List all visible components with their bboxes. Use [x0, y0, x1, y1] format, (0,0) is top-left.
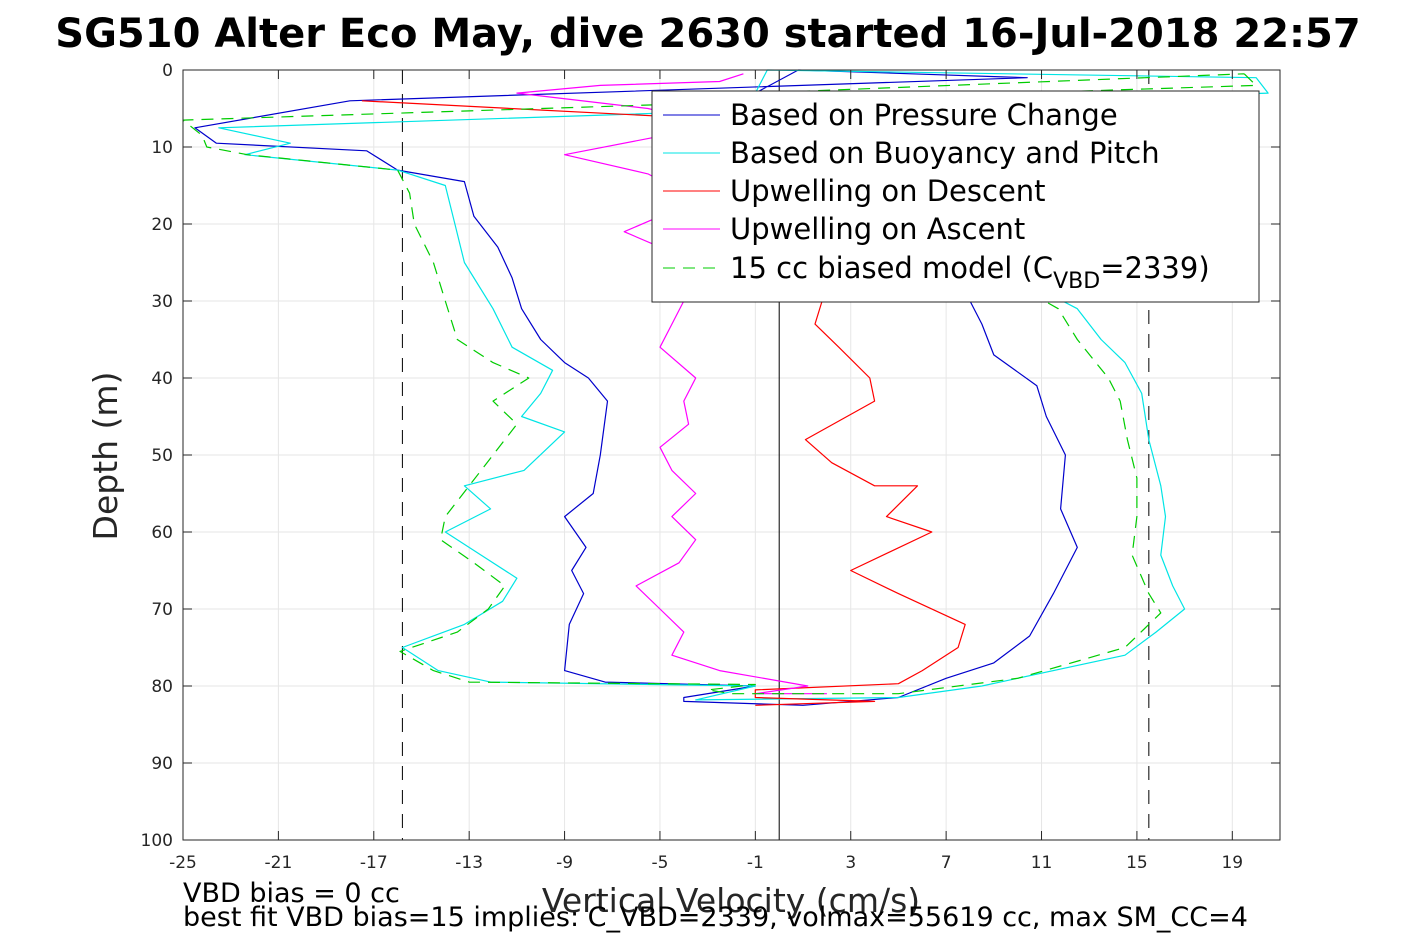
legend-label-biased-model: 15 cc biased model (CVBD=2339) [730, 251, 1210, 294]
footer-vbd-bias: VBD bias = 0 cc [183, 878, 400, 909]
legend-label-pressure-change: Based on Pressure Change [730, 98, 1118, 132]
series-line-based-on-pressure-change [194, 69, 1078, 706]
x-tick-label: -17 [360, 853, 388, 873]
x-axis-ticks: -25 -21 -17 -13 -9 -5 -1 3 7 11 15 19 [169, 70, 1243, 873]
legend-box [651, 90, 1260, 303]
legend-label-biased-model-prefix: 15 cc biased model (C [730, 251, 1053, 285]
legend-label-biased-model-suffix: =2339) [1100, 251, 1209, 285]
x-tick-label: 7 [941, 853, 952, 873]
x-tick-label: 15 [1126, 853, 1148, 873]
legend-label-upwelling-ascent: Upwelling on Ascent [730, 212, 1025, 246]
x-axis-label: Vertical Velocity (cm/s) [542, 881, 920, 920]
legend-label-biased-model-subscript: VBD [1053, 269, 1100, 294]
x-tick-label: -5 [651, 853, 668, 873]
series-line-15-cc-biased-model-c-vbd-2339 [182, 73, 1257, 695]
legend-label-buoyancy-pitch: Based on Buoyancy and Pitch [730, 136, 1160, 170]
legend: Based on Pressure Change Based on Buoyan… [651, 90, 1260, 303]
y-tick-label: 50 [151, 446, 173, 466]
y-tick-label: 20 [151, 215, 173, 235]
y-axis-label: Depth (m) [86, 372, 125, 541]
x-tick-label: 11 [1031, 853, 1053, 873]
series-line-based-on-buoyancy-and-pitch [218, 69, 1269, 701]
y-tick-label: 90 [151, 754, 173, 774]
x-tick-label: -13 [455, 853, 483, 873]
x-tick-label: 3 [845, 853, 856, 873]
y-tick-label: 70 [151, 600, 173, 620]
y-tick-label: 10 [151, 138, 173, 158]
y-tick-label: 100 [141, 831, 173, 851]
footer-best-fit: best fit VBD bias=15 implies: C_VBD=2339… [183, 902, 1248, 933]
chart-title: SG510 Alter Eco May, dive 2630 started 1… [55, 11, 1360, 57]
x-tick-label: -1 [747, 853, 764, 873]
x-tick-label: 19 [1221, 853, 1243, 873]
y-tick-label: 30 [151, 292, 173, 312]
y-tick-label: 60 [151, 523, 173, 543]
x-tick-label: -9 [556, 853, 573, 873]
y-tick-label: 0 [162, 61, 173, 81]
y-tick-label: 80 [151, 677, 173, 697]
y-axis-ticks: 0 10 20 30 40 50 60 70 80 90 100 [141, 61, 1280, 851]
y-tick-label: 40 [151, 369, 173, 389]
legend-label-upwelling-descent: Upwelling on Descent [730, 174, 1046, 208]
x-tick-label: -25 [169, 853, 197, 873]
x-tick-label: -21 [265, 853, 293, 873]
